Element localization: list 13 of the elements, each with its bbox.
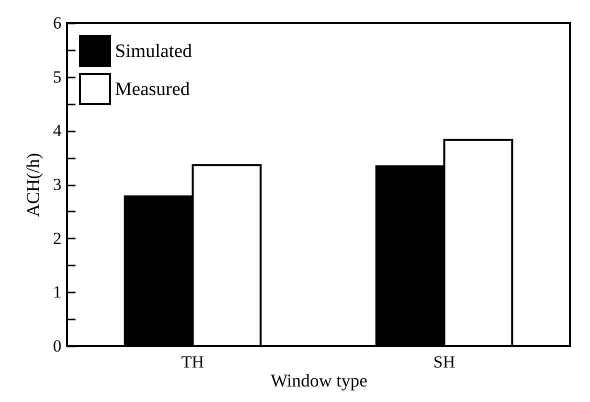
y-tick-label: 1 [53,282,62,302]
legend-label: Measured [115,79,190,100]
legend-label: Simulated [115,41,193,62]
y-axis-title: ACH(/h) [23,153,43,217]
x-tick-label: SH [433,352,456,372]
y-tick-label: 5 [53,67,62,86]
x-axis-title: Window type [270,370,368,390]
y-tick-label: 0 [53,336,62,356]
y-tick-label: 3 [53,175,62,194]
y-tick-label: 2 [53,228,62,248]
y-tick-label: 4 [53,121,62,140]
x-tick-label: TH [181,352,204,372]
y-tick-label: 6 [53,14,62,32]
